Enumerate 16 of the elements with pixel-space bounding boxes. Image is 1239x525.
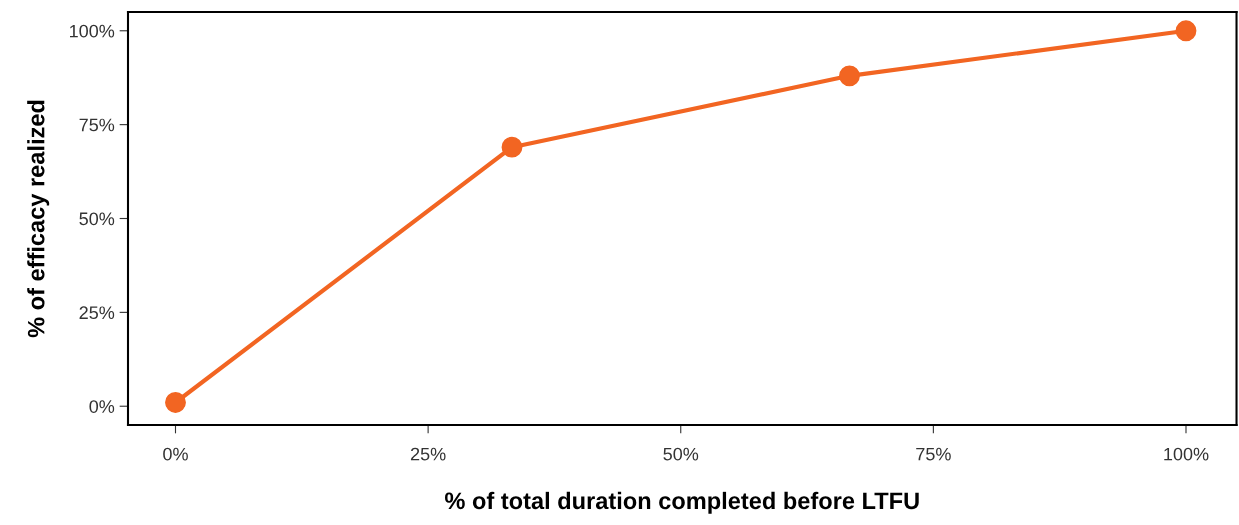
y-tick-label: 100%	[70, 24, 115, 38]
y-tick-label: 50%	[79, 212, 115, 226]
x-tick-label: 0%	[163, 447, 188, 461]
x-tick-label: 25%	[410, 447, 446, 461]
x-tick-label: 100%	[1164, 447, 1209, 461]
y-axis-title: % of efficacy realized	[27, 100, 50, 338]
point	[501, 136, 523, 158]
x-tick-label: 75%	[916, 447, 951, 461]
point	[839, 65, 860, 87]
x-axis-title: % of total duration completed before LTFU	[445, 491, 919, 514]
y-tick-label: 25%	[79, 306, 115, 320]
y-tick-label: 0%	[89, 400, 115, 413]
point	[165, 392, 186, 413]
y-tick-label: 75%	[79, 118, 115, 132]
point	[1175, 20, 1197, 42]
x-tick-label: 50%	[663, 447, 699, 461]
